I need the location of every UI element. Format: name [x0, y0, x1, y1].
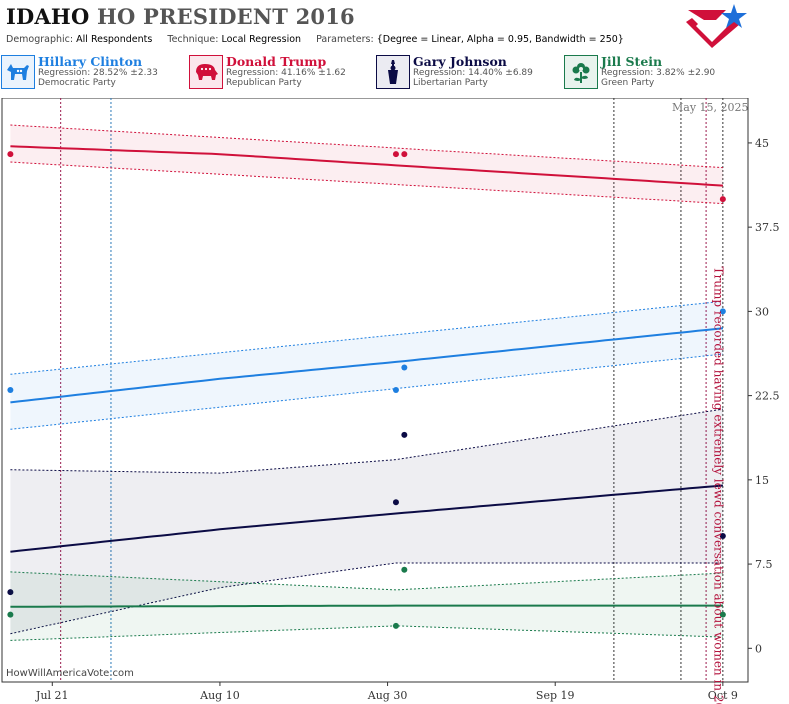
- candidate-party: Libertarian Party: [413, 78, 488, 88]
- technique-value: Local Regression: [221, 34, 302, 45]
- data-point-hillary-clinton-3: [719, 308, 726, 315]
- data-point-jill-stein-2: [401, 566, 408, 573]
- candidate-card-johnson[interactable]: Gary Johnson Regression: 14.40% ±6.89 Li…: [375, 53, 561, 93]
- data-point-donald-trump-1: [392, 151, 399, 158]
- candidate-regression: Regression: 41.16% ±1.62: [226, 68, 346, 78]
- band-lower-jill-stein: [10, 625, 723, 641]
- x-tick-label: Jul 21: [35, 689, 69, 702]
- technique-label: Technique:: [167, 34, 219, 45]
- band-gary-johnson: [10, 409, 723, 634]
- y-tick-label: 22.5: [755, 390, 780, 403]
- trend-line-hillary-clinton: [10, 327, 724, 404]
- liberty-torch-icon: [376, 55, 410, 89]
- candidate-card-trump[interactable]: Donald Trump Regression: 41.16% ±1.62 Re…: [188, 53, 374, 93]
- data-point-donald-trump-2: [401, 151, 408, 158]
- band-lower-gary-johnson: [10, 562, 723, 635]
- band-upper-jill-stein: [10, 571, 723, 591]
- candidate-name: Gary Johnson: [413, 54, 507, 69]
- data-point-hillary-clinton-1: [392, 387, 399, 393]
- candidate-regression: Regression: 28.52% ±2.33: [38, 68, 158, 78]
- x-tick-label: Oct 9: [708, 689, 738, 702]
- candidate-regression: Regression: 14.40% ±6.89: [413, 68, 533, 78]
- band-lower-hillary-clinton: [10, 353, 723, 430]
- y-tick-label: 45: [755, 137, 769, 150]
- data-point-jill-stein-0: [7, 611, 14, 618]
- x-tick-label: Aug 10: [199, 689, 240, 702]
- y-tick-label: 7.5: [755, 558, 773, 571]
- data-point-jill-stein-3: [719, 611, 726, 618]
- band-lower-donald-trump: [10, 161, 723, 205]
- site-credit: HowWillAmericaVote.com: [6, 668, 134, 679]
- parameters-value: {Degree = Linear, Alpha = 0.95, Bandwidt…: [376, 34, 624, 45]
- candidate-legend: Hillary Clinton Regression: 28.52% ±2.33…: [0, 53, 789, 93]
- candidate-name: Hillary Clinton: [38, 54, 143, 69]
- data-point-hillary-clinton-2: [401, 364, 408, 371]
- x-tick-label: Aug 30: [367, 689, 408, 702]
- elephant-icon: [189, 55, 223, 89]
- date-label: May 15, 2025: [672, 101, 749, 114]
- candidate-card-stein[interactable]: Jill Stein Regression: 3.82% ±2.90 Green…: [563, 53, 749, 93]
- demographic-value: All Respondents: [76, 34, 153, 45]
- star-flag-logo-icon: [686, 4, 747, 48]
- data-point-gary-johnson-0: [7, 589, 14, 596]
- band-upper-gary-johnson: [10, 408, 723, 474]
- title-rest: HO PRESIDENT 2016: [96, 4, 355, 29]
- title-state: IDAHO: [6, 4, 90, 29]
- trend-line-donald-trump: [10, 145, 723, 187]
- candidate-party: Green Party: [601, 78, 655, 88]
- data-point-donald-trump-0: [7, 151, 14, 158]
- band-upper-hillary-clinton: [10, 300, 723, 375]
- data-point-gary-johnson-1: [392, 499, 399, 506]
- y-tick-label: 37.5: [755, 221, 780, 234]
- flower-icon: [564, 55, 598, 89]
- data-point-donald-trump-3: [719, 196, 726, 203]
- band-upper-donald-trump: [10, 124, 723, 169]
- parameters-label: Parameters:: [316, 34, 374, 45]
- event-annotation: Trump recorded having extremely lewd con…: [712, 266, 726, 704]
- donkey-icon: [1, 55, 35, 89]
- x-tick-label: Sep 19: [536, 689, 575, 702]
- y-tick-label: 30: [755, 305, 769, 318]
- candidate-regression: Regression: 3.82% ±2.90: [601, 68, 716, 78]
- data-point-gary-johnson-2: [401, 431, 408, 438]
- candidate-name: Jill Stein: [601, 54, 663, 69]
- data-point-gary-johnson-3: [719, 533, 726, 539]
- parameters-line: Demographic: All Respondents Technique: …: [6, 34, 636, 45]
- chart-header: IDAHO HO PRESIDENT 2016 Demographic: All…: [0, 0, 789, 98]
- page-title: IDAHO HO PRESIDENT 2016: [6, 4, 355, 29]
- candidate-party: Republican Party: [226, 78, 302, 88]
- data-point-hillary-clinton-0: [7, 387, 14, 393]
- candidate-card-clinton[interactable]: Hillary Clinton Regression: 28.52% ±2.33…: [0, 53, 186, 93]
- demographic-label: Demographic:: [6, 34, 74, 45]
- candidate-party: Democratic Party: [38, 78, 116, 88]
- data-point-jill-stein-1: [392, 622, 399, 629]
- y-tick-label: 15: [755, 474, 769, 487]
- trend-line-jill-stein: [10, 604, 723, 608]
- chart-plot: 0 7.5 15 22.5 30 37.5 45 Jul 21 Aug 10 Aug 30 Sep …: [1, 98, 780, 704]
- trend-line-gary-johnson: [10, 484, 723, 553]
- y-tick-label: 0: [755, 642, 762, 655]
- candidate-name: Donald Trump: [226, 54, 327, 69]
